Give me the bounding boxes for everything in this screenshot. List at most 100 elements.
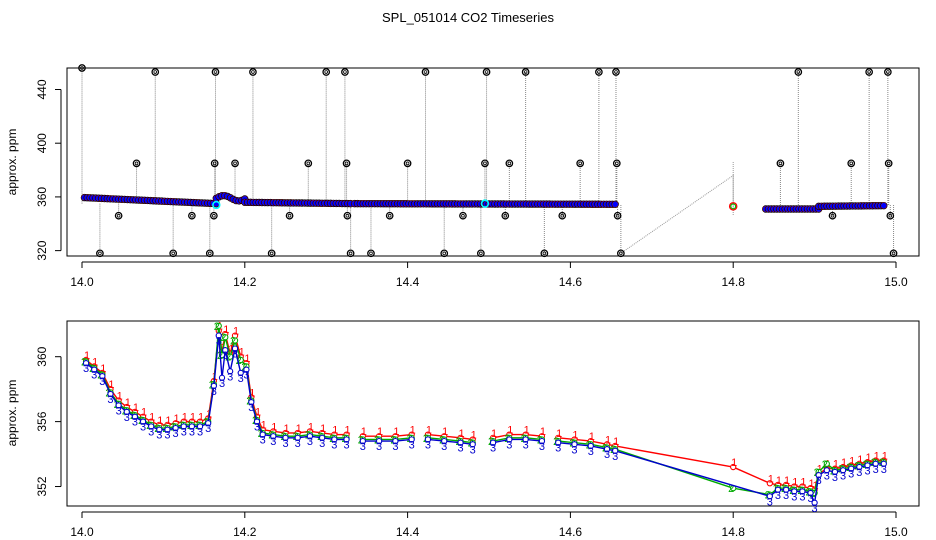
outlier-point-inner xyxy=(523,70,528,74)
series-3-point xyxy=(172,424,179,432)
series-3-point xyxy=(131,413,139,420)
outlier-point xyxy=(459,211,467,220)
plot-frame-bottom xyxy=(66,320,920,507)
series-3-label: 3 xyxy=(856,467,862,479)
outlier-point-inner xyxy=(343,70,347,74)
series-1-label: 1 xyxy=(841,457,847,469)
series-1-label: 1 xyxy=(133,402,139,414)
series-3-label: 3 xyxy=(107,394,113,406)
series-3-label: 3 xyxy=(807,493,813,505)
outlier-point-inner xyxy=(886,161,891,166)
series-3-label: 3 xyxy=(243,370,249,382)
series-3-label: 3 xyxy=(588,446,594,458)
series-1-label: 1 xyxy=(100,363,106,375)
series-2-line xyxy=(218,325,223,356)
outlier-point xyxy=(304,159,313,168)
outlier-point-inner xyxy=(614,70,618,74)
series-3-point xyxy=(603,446,611,453)
series-1-label: 1 xyxy=(296,423,302,435)
series-3-point xyxy=(408,436,415,443)
series-3-label: 3 xyxy=(376,441,382,453)
series-1-label: 1 xyxy=(182,412,188,424)
outlier-point xyxy=(78,64,86,72)
outlier-point-inner xyxy=(796,70,801,74)
outlier-point-inner xyxy=(287,213,292,218)
outlier-point xyxy=(421,68,430,76)
series-3-label: 3 xyxy=(881,464,887,476)
series-2-point xyxy=(823,460,830,467)
isolated-point xyxy=(728,202,738,211)
series-3-line xyxy=(250,401,258,422)
series-3-line xyxy=(101,375,112,395)
x-tick-label: 14.8 xyxy=(722,525,746,539)
series-3-line xyxy=(218,335,223,378)
outlier-point-inner xyxy=(212,161,217,166)
series-3-label: 3 xyxy=(360,441,366,453)
series-3-point xyxy=(880,460,887,467)
series-1-label: 1 xyxy=(524,425,530,437)
outlier-point xyxy=(505,159,514,168)
outlier-point-inner xyxy=(345,213,350,218)
outlier-point-inner xyxy=(849,161,854,166)
series-1-label: 1 xyxy=(149,412,155,424)
series-3-label: 3 xyxy=(164,430,170,442)
series-3-label: 3 xyxy=(425,439,431,451)
x-tick-label: 14.6 xyxy=(559,525,583,539)
series-1-label: 1 xyxy=(249,387,255,399)
outlier-point-inner xyxy=(190,213,194,218)
series-1-label: 1 xyxy=(190,412,196,424)
series-3-line xyxy=(234,348,242,374)
x-tick-label: 14.8 xyxy=(722,275,746,289)
outlier-point xyxy=(96,249,104,258)
outlier-point-inner xyxy=(153,70,158,74)
outlier-point-inner xyxy=(233,161,237,166)
outlier-point xyxy=(114,211,123,220)
series-3-point xyxy=(205,420,212,427)
outlier-point xyxy=(188,211,196,220)
series-3-label: 3 xyxy=(124,412,130,424)
outlier-point xyxy=(886,211,895,220)
series-1-label: 1 xyxy=(157,415,163,427)
series-3-label: 3 xyxy=(99,376,105,388)
series-1-label: 1 xyxy=(361,426,367,438)
series-2-label: 2 xyxy=(822,459,828,471)
outlier-point-inner xyxy=(269,251,274,256)
series-3-point xyxy=(282,434,289,441)
series-1-label: 1 xyxy=(613,436,619,448)
series-1-label: 1 xyxy=(857,454,863,466)
series-3-label: 3 xyxy=(832,472,838,484)
series-1-label: 1 xyxy=(410,425,416,437)
series-1-label: 1 xyxy=(244,353,250,365)
series-1-label: 1 xyxy=(320,423,326,435)
series-3-label: 3 xyxy=(173,428,179,440)
series-1-label: 1 xyxy=(491,428,497,440)
series-3-point xyxy=(318,434,326,441)
outlier-point xyxy=(501,211,510,220)
series-3-label: 3 xyxy=(197,426,203,438)
series-3-line xyxy=(813,475,820,503)
series-1-label: 1 xyxy=(92,356,98,368)
outlier-point xyxy=(776,159,785,168)
series-3-point xyxy=(123,408,130,416)
series-3-point xyxy=(156,426,163,433)
series-1-label: 1 xyxy=(589,431,595,443)
y-axis-label-top: approx. ppm xyxy=(5,129,19,196)
series-3-point xyxy=(823,467,830,474)
series-3-label: 3 xyxy=(612,451,618,463)
series-3-point xyxy=(571,441,578,448)
series-3-line xyxy=(207,385,215,424)
series-1-label: 1 xyxy=(731,457,737,469)
series-3-label: 3 xyxy=(132,417,138,429)
series-1-label: 1 xyxy=(377,426,383,438)
y-tick-label: 440 xyxy=(35,79,49,99)
series-3-point xyxy=(848,465,855,472)
series-1-label: 1 xyxy=(874,451,880,463)
x-tick-label: 14.4 xyxy=(396,525,420,539)
series-3-point xyxy=(791,488,798,495)
raw-point xyxy=(611,200,619,209)
series-2-line xyxy=(234,340,242,361)
series-3-label: 3 xyxy=(783,490,789,502)
series-3-point xyxy=(441,437,448,445)
series-2-point xyxy=(231,337,239,344)
